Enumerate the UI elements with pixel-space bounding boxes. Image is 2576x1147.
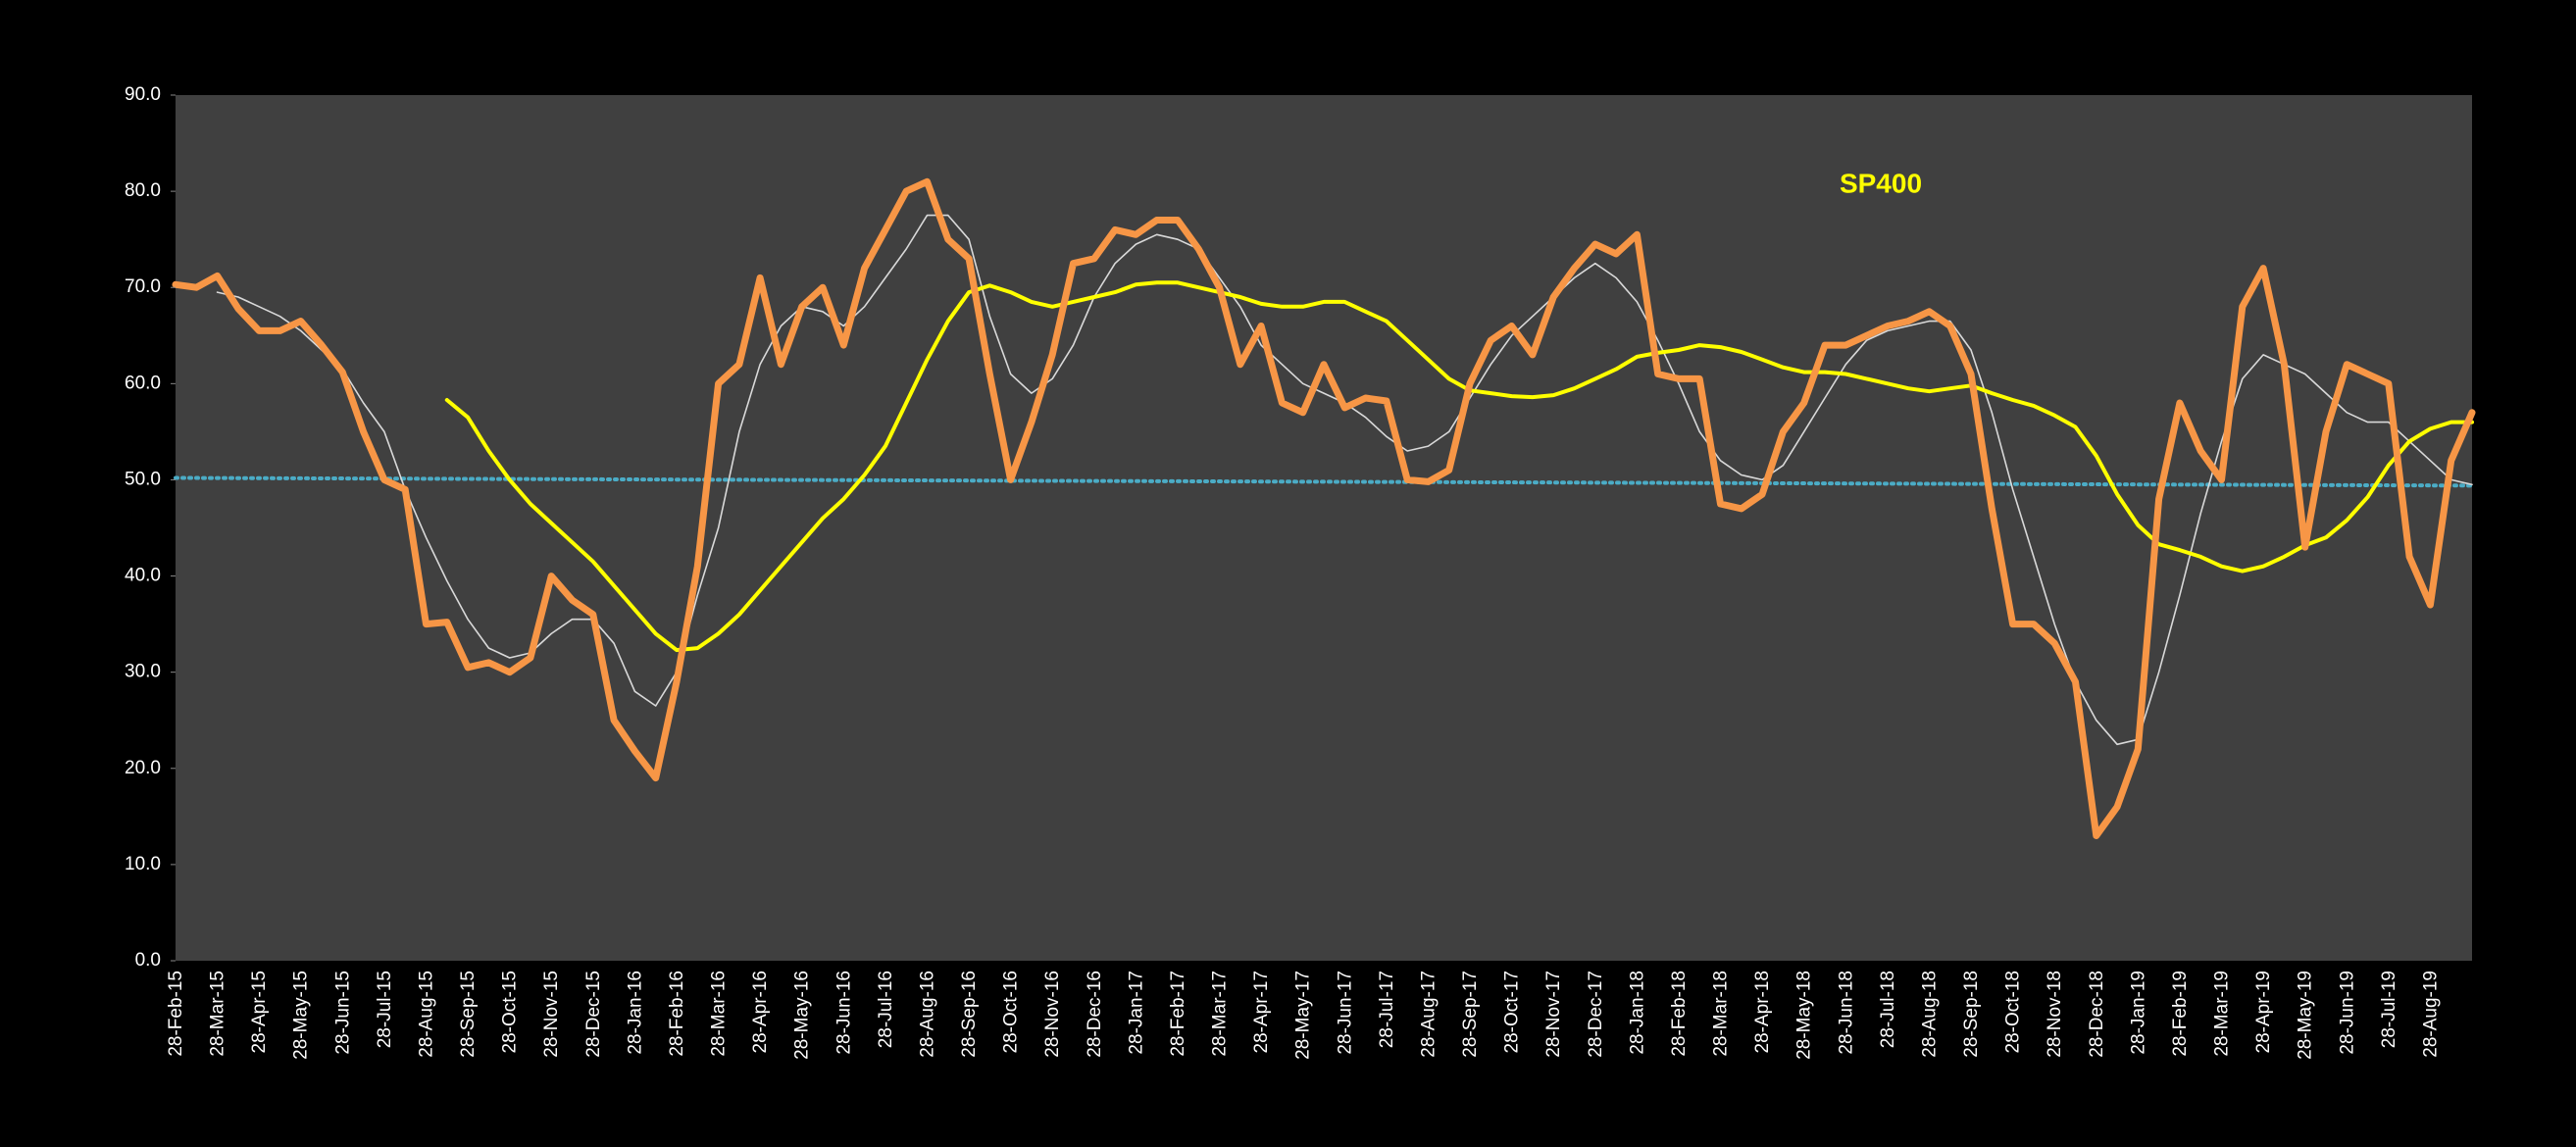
x-tick-label: 28-Jul-19 <box>2379 971 2399 1048</box>
x-tick-label: 28-Nov-15 <box>541 971 562 1058</box>
x-tick-label: 28-Jun-16 <box>833 971 854 1055</box>
x-tick-label: 28-May-16 <box>792 971 813 1060</box>
x-tick-label: 28-Oct-17 <box>1502 971 1523 1053</box>
x-tick-label: 28-Jul-16 <box>876 971 896 1048</box>
y-tick-label: 10.0 <box>125 854 161 874</box>
x-tick-label: 28-Dec-17 <box>1586 971 1606 1058</box>
series-line <box>444 280 2474 653</box>
x-tick-label: 28-Mar-15 <box>208 971 228 1057</box>
y-tick-label: 60.0 <box>125 373 161 393</box>
x-tick-label: 28-Jul-18 <box>1878 971 1898 1048</box>
x-tick-label: 28-Feb-15 <box>166 971 186 1057</box>
x-tick-label: 28-Apr-18 <box>1752 971 1773 1054</box>
x-tick-label: 28-Sep-16 <box>959 971 980 1058</box>
x-tick-label: 28-Sep-17 <box>1460 971 1481 1058</box>
x-tick-label: 28-Feb-18 <box>1669 971 1690 1057</box>
x-tick-label: 28-Oct-18 <box>2003 971 2024 1053</box>
x-tick-label: 28-Dec-18 <box>2087 971 2107 1058</box>
x-tick-label: 28-May-18 <box>1794 971 1815 1060</box>
x-tick-label: 28-Mar-19 <box>2212 971 2233 1057</box>
y-tick-label: 40.0 <box>125 566 161 586</box>
y-tick-label: 20.0 <box>125 758 161 778</box>
x-tick-label: 28-Aug-16 <box>917 971 937 1058</box>
x-tick-label: 28-May-17 <box>1293 971 1314 1060</box>
x-tick-label: 28-Jul-15 <box>375 971 395 1048</box>
x-tick-label: 28-Jul-17 <box>1377 971 1397 1048</box>
chart-title: SP400 <box>1840 168 1922 198</box>
x-tick-label: 28-Dec-15 <box>583 971 604 1058</box>
x-tick-label: 28-Jan-16 <box>625 971 645 1055</box>
x-tick-label: 28-Mar-17 <box>1210 971 1231 1057</box>
x-tick-label: 28-Jun-18 <box>1836 971 1856 1055</box>
x-tick-label: 28-Feb-17 <box>1168 971 1188 1057</box>
x-tick-label: 28-Oct-16 <box>1001 971 1022 1053</box>
x-tick-label: 28-Aug-17 <box>1418 971 1439 1058</box>
x-tick-label: 28-Apr-17 <box>1251 971 1272 1054</box>
x-tick-label: 28-Mar-16 <box>709 971 730 1057</box>
x-tick-label: 28-Feb-19 <box>2170 971 2191 1057</box>
x-tick-label: 28-Jan-19 <box>2128 971 2148 1055</box>
x-tick-label: 28-Jan-17 <box>1126 971 1146 1055</box>
x-tick-label: 28-Apr-16 <box>750 971 771 1054</box>
x-tick-label: 28-Jan-18 <box>1627 971 1647 1055</box>
x-tick-label: 28-Jun-19 <box>2337 971 2357 1055</box>
x-tick-label: 28-Dec-16 <box>1085 971 1105 1058</box>
x-tick-label: 28-May-19 <box>2296 971 2316 1060</box>
trend-line <box>174 475 2474 488</box>
y-tick-label: 90.0 <box>125 84 161 105</box>
x-tick-label: 28-Oct-15 <box>500 971 521 1053</box>
y-tick-label: 30.0 <box>125 662 161 682</box>
x-tick-label: 28-Nov-18 <box>2045 971 2065 1058</box>
x-tick-label: 28-Apr-19 <box>2253 971 2274 1054</box>
x-tick-label: 28-Mar-18 <box>1711 971 1732 1057</box>
x-tick-label: 28-Nov-17 <box>1543 971 1564 1058</box>
x-tick-label: 28-Aug-18 <box>1919 971 1940 1058</box>
x-tick-label: 28-Jun-17 <box>1335 971 1355 1055</box>
x-tick-label: 28-Aug-19 <box>2420 971 2441 1058</box>
x-tick-label: 28-Apr-15 <box>249 971 270 1054</box>
y-tick-label: 80.0 <box>125 180 161 201</box>
x-tick-label: 28-Feb-16 <box>667 971 687 1057</box>
x-tick-label: 28-Sep-15 <box>458 971 479 1058</box>
x-tick-label: 28-May-15 <box>291 971 312 1060</box>
plot-area <box>176 95 2472 961</box>
x-tick-label: 28-Aug-15 <box>416 971 436 1058</box>
y-tick-label: 0.0 <box>135 950 161 971</box>
x-tick-label: 28-Sep-18 <box>1961 971 1982 1058</box>
x-tick-label: 28-Nov-16 <box>1042 971 1063 1058</box>
y-tick-label: 50.0 <box>125 469 161 489</box>
x-tick-label: 28-Jun-15 <box>332 971 353 1055</box>
series-layer <box>172 177 2476 839</box>
y-tick-label: 70.0 <box>125 276 161 297</box>
series-line <box>172 177 2476 839</box>
